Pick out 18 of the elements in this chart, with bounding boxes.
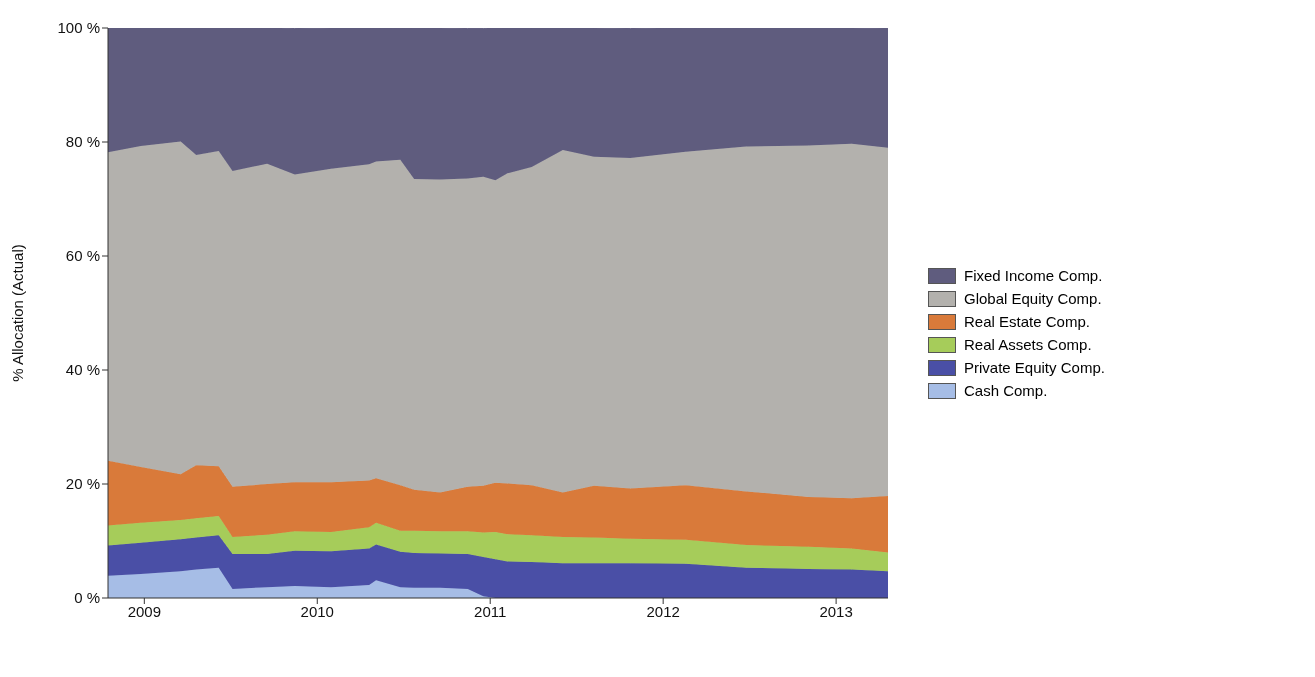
x-tick-label: 2009 (127, 602, 162, 620)
x-tick-label: 2013 (819, 602, 853, 620)
legend-label: Real Estate Comp. (964, 313, 1090, 330)
x-tick-label: 2010 (300, 602, 334, 620)
y-tick-label: 100 % (57, 19, 100, 37)
y-tick-label: 20 % (65, 475, 100, 493)
legend-label: Cash Comp. (964, 382, 1048, 399)
legend-label: Fixed Income Comp. (964, 267, 1103, 284)
x-tick-label: 2011 (474, 602, 507, 620)
text: Global Equity Comp. (964, 290, 1102, 307)
y-tick-label: 0 % (74, 589, 100, 607)
legend-label: Real Assets Comp. (964, 336, 1092, 353)
y-tick-label: 80 % (65, 133, 100, 151)
y-tick-label: 60 % (65, 247, 100, 265)
y-tick-label: 40 % (65, 361, 100, 379)
x-tick-label: 2012 (646, 602, 680, 620)
y-axis-title: % Allocation (Actual) (9, 244, 27, 382)
legend-label: Private Equity Comp. (964, 359, 1105, 376)
